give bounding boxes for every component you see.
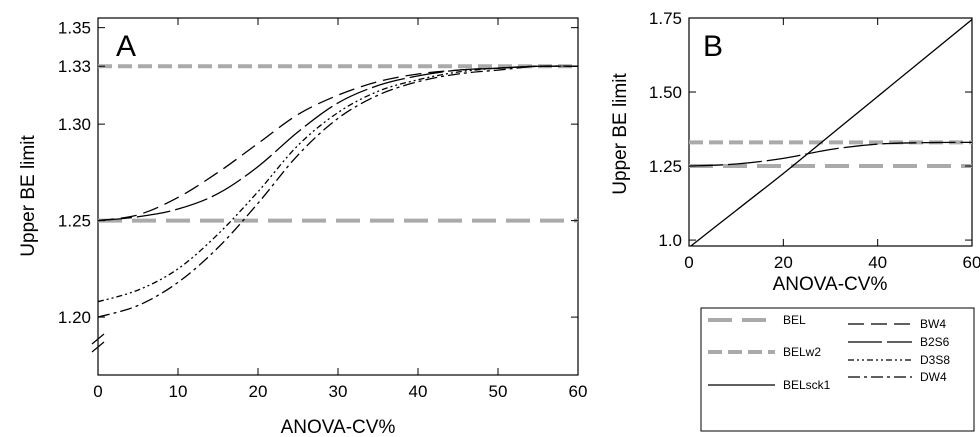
panel-a-y-tick-label: 1.20 [58,308,91,327]
legend-label: BW4 [920,317,946,331]
panel-a-x-tick-label: 0 [93,382,102,401]
panel-a-series-dw4 [98,65,578,318]
panel-a-y-tick-label: 1.35 [58,19,91,38]
panel-a-axis-break [91,333,105,353]
panel-b-xlabel: ANOVA-CV% [773,274,888,295]
legend-label: BELsck1 [783,378,831,392]
legend-item-bw4: BW4 [848,317,946,331]
legend-label: D3S8 [920,353,950,367]
panel-a-x-tick-label: 20 [249,382,268,401]
panel-a-series-b2s6 [98,65,578,222]
panel-b-frame [688,17,973,247]
panel-b-series-belsck1 [689,18,972,246]
panel-b-label: B [703,30,723,63]
panel-a: 0 10 20 30 40 50 60 1.20 1.25 1.30 1.33 1.35 A ANOV… [18,17,588,437]
panel-a-ylabel: Upper BE limit [18,135,39,257]
legend-item-belw2: BELw2 [708,345,821,359]
legend-item-belsck1: BELsck1 [708,378,831,392]
panel-a-x-tick-label: 60 [569,382,588,401]
legend-label: BELw2 [783,345,821,359]
panel-b-series-b2s6 [689,141,972,167]
panel-a-x-tick-label: 30 [329,382,348,401]
legend-item-b2s6: B2S6 [848,335,950,349]
panel-a-y-tick-label: 1.25 [58,212,91,231]
panel-a-series-bw4 [98,65,578,222]
panel-a-label: A [116,30,136,63]
panel-a-x-tick-label: 10 [169,382,188,401]
panel-b-x-tick-label: 40 [868,253,887,272]
panel-b-x-tick-label: 0 [684,253,693,272]
legend-label: BEL [783,313,806,327]
panel-b-y-tick-label: 1.25 [649,157,682,176]
panel-a-xlabel: ANOVA-CV% [281,417,396,437]
panel-a-frame [97,17,579,376]
panel-b-x-tick-label: 60 [963,253,980,272]
panel-a-series-d3s8 [98,65,578,303]
panel-a-x-tick-label: 50 [489,382,508,401]
panel-a-x-tick-label: 40 [409,382,428,401]
legend-item-dw4: DW4 [848,370,947,384]
legend: BEL BELw2 BELsck1 BW4 B2S6 D3S8 DW4 [700,307,975,432]
legend-label: DW4 [920,370,947,384]
panel-b-y-tick-label: 1.50 [649,83,682,102]
legend-item-d3s8: D3S8 [848,353,950,367]
panel-b-ylabel: Upper BE limit [610,73,631,195]
panel-a-y-tick-label: 1.30 [58,115,91,134]
panel-b-y-tick-label: 1.0 [658,231,682,250]
panel-b: 0 20 40 60 1.0 1.25 1.50 1.75 B ANOVA-CV% Upper… [610,9,980,295]
legend-item-bel: BEL [708,313,806,327]
panel-b-y-tick-label: 1.75 [649,9,682,28]
legend-frame [700,307,975,432]
panel-a-y-tick-label: 1.33 [58,57,91,76]
panel-b-x-tick-label: 20 [774,253,793,272]
legend-label: B2S6 [920,335,950,349]
